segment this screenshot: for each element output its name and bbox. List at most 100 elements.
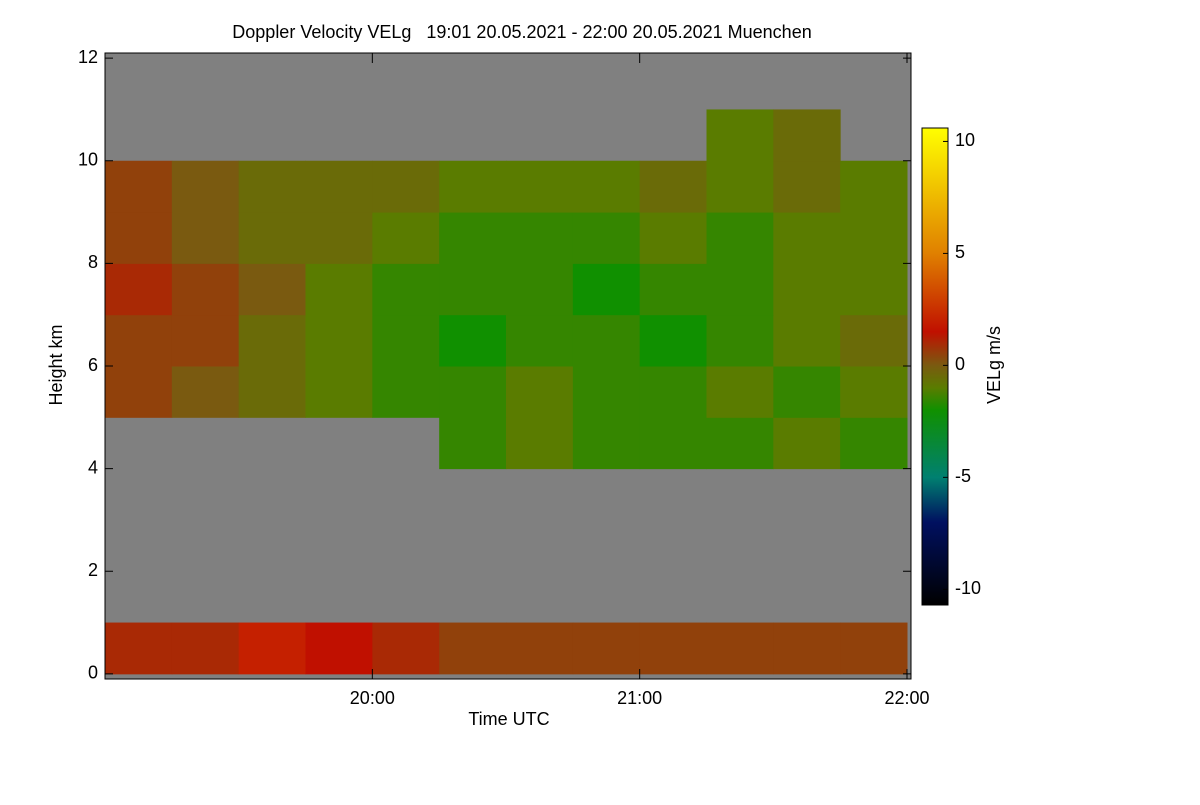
heatmap-cell [372, 366, 440, 418]
heatmap-cell [372, 622, 440, 675]
heatmap-cell [840, 622, 908, 675]
heatmap-cell [706, 109, 774, 162]
heatmap-cell [439, 263, 507, 316]
heatmap-cell [840, 160, 908, 213]
y-tick-label: 12 [78, 47, 98, 67]
y-tick-label: 8 [88, 252, 98, 272]
y-tick-label: 4 [88, 457, 98, 477]
heatmap-cell [706, 622, 774, 675]
heatmap-cell [706, 314, 774, 367]
heatmap-cell [305, 263, 373, 316]
heatmap-cell [305, 622, 373, 675]
x-axis-label: Time UTC [468, 709, 549, 729]
heatmap-cell [171, 314, 240, 367]
heatmap-cell [238, 314, 306, 367]
heatmap-cell [506, 212, 574, 264]
colorbar-tick-label: 0 [955, 354, 965, 374]
heatmap-cell [773, 622, 841, 675]
heatmap-cell [506, 160, 574, 213]
heatmap-cell [506, 366, 574, 418]
heatmap-cell [506, 263, 574, 316]
x-tick-label: 21:00 [617, 688, 662, 708]
colorbar-tick-label: 10 [955, 130, 975, 150]
heatmap-cell [305, 314, 373, 367]
heatmap-cell [840, 314, 908, 367]
heatmap-cell [572, 622, 641, 675]
heatmap-cell [773, 366, 841, 418]
heatmap-cell [105, 622, 173, 675]
heatmap-cell [572, 212, 641, 264]
chart-title: Doppler Velocity VELg 19:01 20.05.2021 -… [232, 22, 811, 42]
colorbar-tick-label: -10 [955, 578, 981, 598]
heatmap-cell [105, 314, 173, 367]
colorbar-label: VELg m/s [984, 326, 1004, 404]
heatmap-cell [439, 212, 507, 264]
heatmap-cell [706, 160, 774, 213]
heatmap-cell [305, 212, 373, 264]
heatmap-cell [572, 160, 641, 213]
heatmap-cell [639, 417, 707, 470]
colorbar-tick-label: 5 [955, 242, 965, 262]
heatmap-cell [238, 366, 306, 418]
y-tick-label: 10 [78, 150, 98, 170]
heatmap-cell [572, 314, 641, 367]
heatmap-cell [439, 417, 507, 470]
heatmap-cell [639, 263, 707, 316]
heatmap-cell [238, 263, 306, 316]
heatmap-cell [506, 314, 574, 367]
heatmap-cell [706, 263, 774, 316]
heatmap-cell [105, 263, 173, 316]
heatmap-cell [639, 314, 707, 367]
heatmap-cell [305, 160, 373, 213]
heatmap-cell [238, 622, 306, 675]
heatmap-cell [773, 314, 841, 367]
heatmap-cell [171, 263, 240, 316]
heatmap-cell [840, 263, 908, 316]
y-axis-label: Height km [46, 324, 66, 405]
heatmap-cell [439, 622, 507, 675]
heatmap-cell [706, 366, 774, 418]
heatmap-cell [171, 160, 240, 213]
heatmap-cell [105, 212, 173, 264]
heatmap-cell [639, 366, 707, 418]
heatmap-cell [305, 366, 373, 418]
heatmap-cell [639, 622, 707, 675]
heatmap-cell [506, 417, 574, 470]
heatmap-cell [706, 212, 774, 264]
heatmap-cell [572, 263, 641, 316]
heatmap-cell [773, 212, 841, 264]
heatmap-cell [439, 160, 507, 213]
heatmap-cell [171, 366, 240, 418]
heatmap-cell [439, 314, 507, 367]
heatmap-cell [238, 160, 306, 213]
heatmap-cell [773, 109, 841, 162]
heatmap-cell [773, 160, 841, 213]
x-tick-label: 22:00 [884, 688, 929, 708]
heatmap-cell [706, 417, 774, 470]
heatmap-cell [372, 160, 440, 213]
heatmap-cell [506, 622, 574, 675]
heatmap-cell [439, 366, 507, 418]
heatmap-cell [773, 263, 841, 316]
heatmap-cell [840, 417, 908, 470]
heatmap-cell [372, 314, 440, 367]
heatmap-cell [572, 417, 641, 470]
heatmap-cell [773, 417, 841, 470]
x-tick-label: 20:00 [350, 688, 395, 708]
heatmap-cell [105, 366, 173, 418]
colorbar [921, 127, 949, 606]
heatmap-cell [840, 366, 908, 418]
y-tick-label: 2 [88, 560, 98, 580]
heatmap-cell [171, 622, 240, 675]
heatmap-cell [372, 212, 440, 264]
heatmap-cell [840, 212, 908, 264]
heatmap-cell [372, 263, 440, 316]
heatmap-cell [105, 160, 173, 213]
heatmap-cell [238, 212, 306, 264]
heatmap-cell [572, 366, 641, 418]
heatmap-cell [171, 212, 240, 264]
heatmap-cell [639, 160, 707, 213]
y-tick-label: 0 [88, 663, 98, 683]
heatmap-cell [639, 212, 707, 264]
